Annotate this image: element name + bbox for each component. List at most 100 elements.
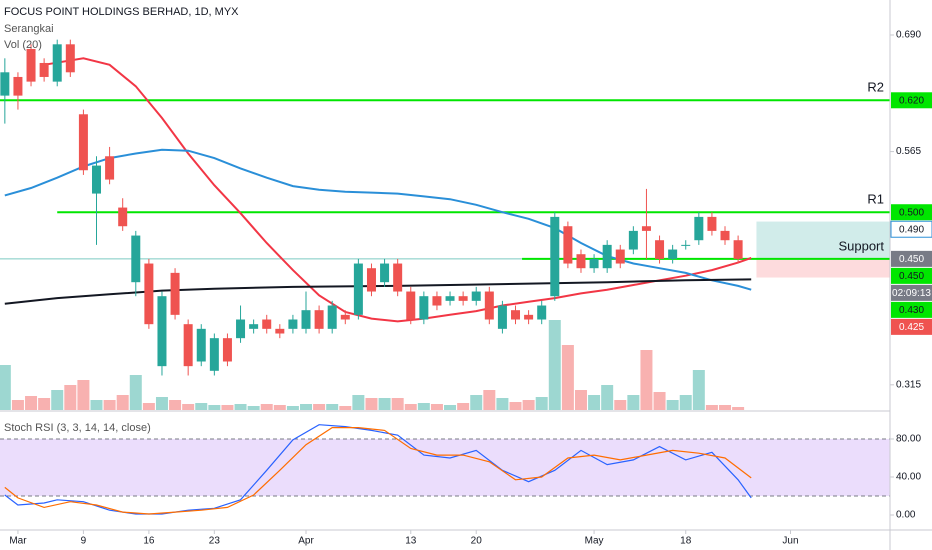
candle-body [327,305,337,329]
volume-bar [548,320,561,410]
x-tick-label: Jun [782,536,798,547]
candle-body [222,338,232,362]
volume-bar [326,404,339,410]
candle-body [183,324,193,367]
price-label-box [890,220,932,238]
volume-bar [365,398,378,410]
candle-body [157,296,167,367]
volume-bar [169,400,182,410]
volume-bar [653,392,666,410]
volume-bar [273,405,286,410]
volume-bar [286,406,299,410]
volume-bar [614,400,627,410]
volume-bar [417,403,430,410]
candle-body [537,305,547,320]
x-tick-label: 9 [81,536,87,547]
candle-body [262,319,272,329]
y-tick-label: 40.00 [896,472,921,483]
candle-body [550,216,560,297]
volume-bar [38,398,51,410]
volume-bar [182,404,195,410]
plot-layer: R2 R1 Support 0.315 0.565 0.690 0.620 0.500 0.49… [0,30,932,547]
candle-body [275,328,285,334]
candle-body [511,310,521,320]
candle-body [353,263,363,315]
volume-bar [509,402,522,410]
price-label-box [891,250,932,267]
volume-bar [300,404,313,410]
level-label: Support [838,238,884,253]
candle-body [655,240,665,259]
candle-body [432,296,442,306]
price-label: 0.425 [899,322,924,333]
volume-bar [116,395,129,410]
candle-body [720,230,730,241]
candle-body [118,207,128,227]
candle-body [497,305,507,329]
y-tick-label: 0.315 [896,379,921,390]
price-label: 0.620 [899,95,924,106]
position-stop-zone [756,258,890,278]
candle-body [131,235,141,283]
candle-body [458,296,468,301]
candle-body [170,272,180,315]
x-tick-label: Apr [298,536,314,547]
volume-bar [313,404,326,410]
x-tick-label: 18 [680,536,692,547]
price-label-box [891,301,932,318]
volume-name: Vol (20) [4,39,42,51]
candle-body [249,324,259,329]
volume-bar [535,397,548,410]
volume-bar [195,403,208,410]
stoch-band [0,438,890,496]
volume-bar [470,395,483,410]
volume-bar [11,400,24,410]
stoch-line [4,427,752,515]
volume-bar [679,395,692,410]
volume-bar [430,404,443,410]
candle-body [301,310,311,329]
candle-body [26,48,36,82]
volume-bar [0,365,11,410]
x-tick-label: 13 [405,536,417,547]
candle-body [92,165,102,194]
price-label: 0.450 [899,271,924,282]
x-tick-label: 20 [471,536,483,547]
candle-body [105,156,115,180]
candle-body [65,44,75,73]
candle-body [78,114,88,171]
indicator-line [4,148,752,291]
price-label-box [891,284,932,301]
candle-body [602,244,612,269]
volume-bar [90,400,103,410]
price-label-box [891,92,932,109]
y-tick-label: 0.565 [896,146,921,157]
volume-bar [705,405,718,410]
candle-body [471,291,481,301]
price-label-box [891,204,932,221]
level-label: R2 [867,80,884,95]
candle-body [340,314,350,320]
candle-body [524,314,534,320]
y-tick-label: 0.690 [896,30,921,41]
candle-body [0,72,10,96]
position-target-zone [756,221,890,259]
volume-bar [666,400,679,410]
volume-bar [208,405,221,410]
volume-bar [692,370,705,410]
candle-body [52,44,62,82]
y-tick-label: 0.00 [896,510,916,521]
candle-body [144,263,154,325]
candle-body [314,310,324,329]
y-tick-label: 80.00 [896,434,921,445]
volume-bar [339,406,352,410]
volume-bar [378,398,391,410]
candle-body [615,249,625,264]
candle-body [13,76,23,96]
volume-bar [352,395,365,410]
indicator-name: Serangkai [4,23,54,35]
volume-bar [25,396,38,410]
volume-bar [444,405,457,410]
volume-bar [142,403,155,410]
